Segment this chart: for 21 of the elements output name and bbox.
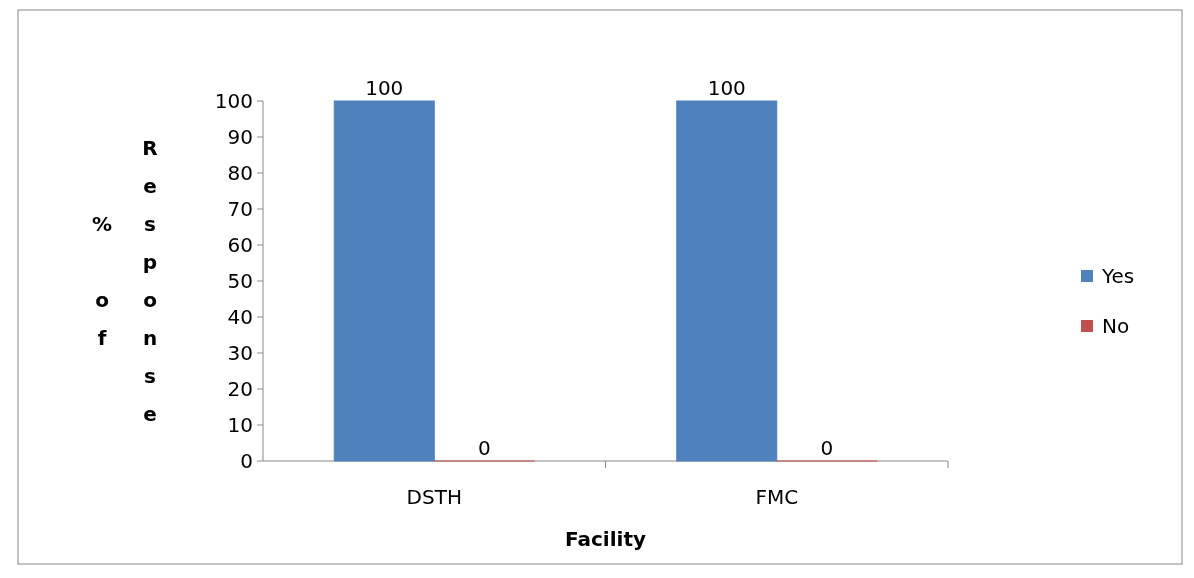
text: % of Response — [90, 136, 162, 440]
y-tick-label: 70 — [227, 197, 253, 221]
legend-label: Yes — [1101, 264, 1135, 288]
data-label: 0 — [477, 436, 491, 460]
y-tick-label: 20 — [227, 377, 253, 401]
y-tick-label: 100 — [214, 89, 253, 113]
x-tick-label: DSTH — [406, 485, 462, 509]
legend-label: No — [1102, 314, 1130, 338]
y-tick-label: 90 — [227, 125, 253, 149]
y-tick-label: 0 — [240, 449, 253, 473]
x-axis-title: Facility — [564, 527, 647, 551]
y-tick-label: 80 — [227, 161, 253, 185]
y-tick-label: 30 — [227, 341, 253, 365]
y-tick-label: 60 — [227, 233, 253, 257]
x-tick-label: FMC — [755, 485, 799, 509]
data-label: 100 — [707, 76, 746, 100]
y-tick-label: 10 — [227, 413, 253, 437]
y-tick-label: 40 — [227, 305, 253, 329]
data-label: 0 — [820, 436, 834, 460]
data-label: 100 — [365, 76, 404, 100]
y-tick-label: 50 — [227, 269, 253, 293]
